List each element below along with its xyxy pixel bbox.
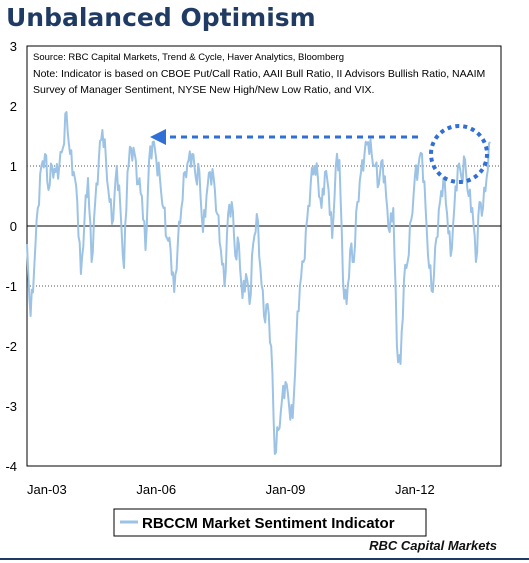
- x-tick-label: Jan-09: [266, 482, 306, 497]
- x-tick-label: Jan-03: [27, 482, 67, 497]
- x-axis-ticks: Jan-03 Jan-06 Jan-09 Jan-12: [27, 482, 435, 497]
- plot-frame: [26, 45, 502, 467]
- y-axis-ticks: 3 2 1 0 -1 -2 -3 -4: [5, 39, 17, 474]
- y-tick-label: 3: [10, 39, 17, 54]
- source-annotation: Source: RBC Capital Markets, Trend & Cyc…: [33, 52, 344, 63]
- note-annotation-line1: Note: Indicator is based on CBOE Put/Cal…: [33, 68, 485, 80]
- gridlines: [27, 165, 501, 287]
- source-footer: RBC Capital Markets: [369, 538, 497, 553]
- y-tick-label: 2: [10, 99, 17, 114]
- note-annotation-line2: Survey of Manager Sentiment, NYSE New Hi…: [33, 84, 374, 96]
- y-tick-label: -1: [5, 279, 17, 294]
- page-title: Unbalanced Optimism: [6, 3, 316, 32]
- legend-box: [113, 508, 427, 537]
- y-tick-label: -3: [5, 399, 17, 414]
- highlight-circle: [429, 124, 489, 184]
- bottom-rule: [0, 558, 529, 560]
- series-line-sentiment: [26, 111, 491, 455]
- y-tick-label: -4: [5, 459, 17, 474]
- sentiment-chart: 3 2 1 0 -1 -2 -3 -4 Jan-03 Jan-06 Jan-09 Jan-12 So…: [5, 39, 502, 537]
- legend: RBCCM Market Sentiment Indicator: [113, 508, 427, 537]
- y-tick-label: -2: [5, 339, 17, 354]
- backward-arrow-head: [150, 129, 166, 145]
- chart-container: 3 2 1 0 -1 -2 -3 -4 Jan-03 Jan-06 Jan-09 Jan-12 So…: [0, 36, 529, 556]
- y-tick-label: 0: [10, 219, 17, 234]
- y-tick-label: 1: [10, 159, 17, 174]
- x-tick-label: Jan-12: [395, 482, 435, 497]
- legend-label: RBCCM Market Sentiment Indicator: [142, 515, 395, 532]
- x-tick-label: Jan-06: [136, 482, 176, 497]
